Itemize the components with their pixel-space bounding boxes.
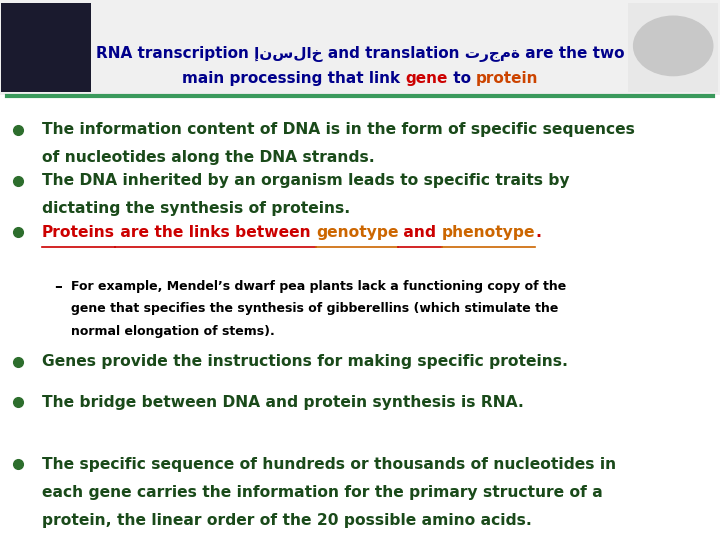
Text: gene: gene: [405, 71, 448, 86]
Circle shape: [634, 16, 713, 76]
Text: gene that specifies the synthesis of gibberellins (which stimulate the: gene that specifies the synthesis of gib…: [71, 302, 558, 315]
Text: protein, the linear order of the 20 possible amino acids.: protein, the linear order of the 20 poss…: [42, 513, 531, 528]
Text: to: to: [448, 71, 476, 86]
Text: For example, Mendel’s dwarf pea plants lack a functioning copy of the: For example, Mendel’s dwarf pea plants l…: [71, 280, 566, 293]
Text: genotype: genotype: [316, 225, 398, 240]
Text: .: .: [535, 225, 541, 240]
Text: –: –: [54, 279, 62, 294]
Text: are the links between: are the links between: [114, 225, 316, 240]
Text: main processing that link: main processing that link: [181, 71, 405, 86]
Text: The bridge between DNA and protein synthesis is RNA.: The bridge between DNA and protein synth…: [42, 395, 523, 410]
Text: normal elongation of stems).: normal elongation of stems).: [71, 325, 274, 338]
Text: The DNA inherited by an organism leads to specific traits by: The DNA inherited by an organism leads t…: [42, 173, 570, 188]
Text: of nucleotides along the DNA strands.: of nucleotides along the DNA strands.: [42, 150, 374, 165]
Text: each gene carries the information for the primary structure of a: each gene carries the information for th…: [42, 485, 603, 500]
Text: protein: protein: [476, 71, 539, 86]
Text: RNA transcription إنسلاخ and translation ترجمة are the two: RNA transcription إنسلاخ and translation…: [96, 46, 624, 62]
Text: The specific sequence of hundreds or thousands of nucleotides in: The specific sequence of hundreds or tho…: [42, 457, 616, 472]
Text: The information content of DNA is in the form of specific sequences: The information content of DNA is in the…: [42, 122, 634, 137]
FancyBboxPatch shape: [0, 0, 720, 94]
Text: phenotype: phenotype: [441, 225, 535, 240]
Text: Genes provide the instructions for making specific proteins.: Genes provide the instructions for makin…: [42, 354, 568, 369]
FancyBboxPatch shape: [1, 3, 91, 92]
Text: and: and: [398, 225, 441, 240]
FancyBboxPatch shape: [628, 3, 718, 92]
Text: Proteins: Proteins: [42, 225, 114, 240]
Text: dictating the synthesis of proteins.: dictating the synthesis of proteins.: [42, 201, 350, 217]
